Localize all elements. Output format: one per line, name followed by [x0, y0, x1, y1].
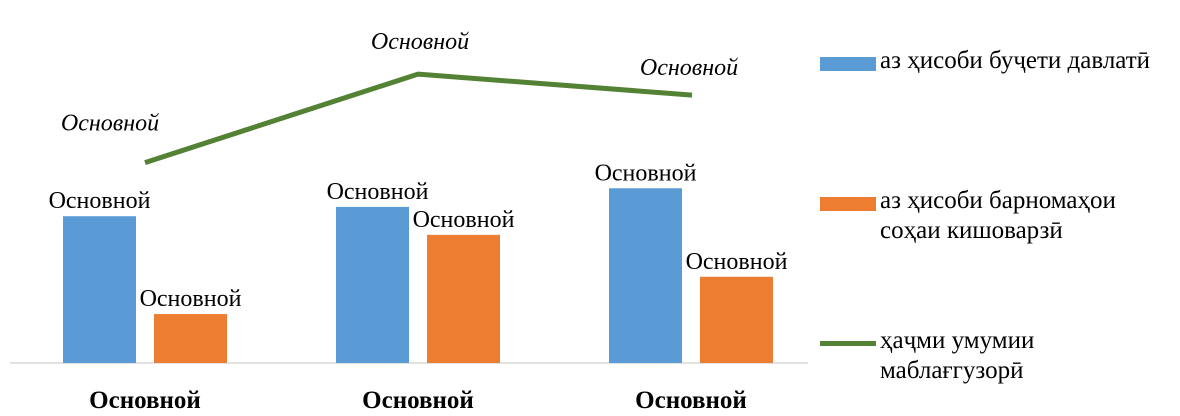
legend-item-total-funding: ҳаҷми умумии маблағгузорӣ [820, 326, 1170, 386]
x-tick-label-1: Основной [89, 387, 201, 414]
chart-plot: Основной ОсновнойОсновнойОсновнойОсновной… [10, 29, 808, 414]
legend-swatch-agri-programs [820, 197, 876, 211]
bar-agri-programs-2 [427, 234, 500, 363]
x-tick-label-2: Основной [362, 387, 474, 414]
bar-agri-programs-1 [154, 314, 227, 363]
legend-swatch-state-budget [820, 57, 876, 71]
data-label-total-funding-3: Основной [640, 55, 738, 81]
data-label-state-budget-3: Основной [595, 160, 697, 186]
data-label-total-funding-2: Основной [371, 29, 469, 55]
data-label-total-funding-1: Основной [61, 111, 159, 137]
bar-state-budget-2 [336, 206, 409, 363]
legend: аз ҳисоби буҷети давлатӣ аз ҳисоби барно… [820, 0, 1180, 416]
legend-label-state-budget: аз ҳисоби буҷети давлатӣ [880, 47, 1151, 74]
data-label-agri-programs-2: Основной [413, 207, 515, 233]
line-total-funding [144, 71, 693, 165]
data-label-agri-programs-1: Основной [140, 286, 242, 312]
legend-label-total-funding: ҳаҷми умумии маблағгузорӣ [880, 327, 1035, 384]
data-label-state-budget-2: Основной [327, 179, 429, 205]
bar-agri-programs-3 [700, 276, 773, 363]
data-label-state-budget-1: Основной [49, 188, 151, 214]
legend-line-total-funding [820, 341, 876, 346]
legend-item-agri-programs: аз ҳисоби барномаҳои соҳаи кишоварзӣ [820, 186, 1170, 246]
legend-label-agri-programs: аз ҳисоби барномаҳои соҳаи кишоварзӣ [880, 187, 1116, 244]
data-label-agri-programs-3: Основной [686, 249, 788, 275]
legend-item-state-budget: аз ҳисоби буҷети давлатӣ [820, 46, 1170, 76]
bar-state-budget-3 [609, 188, 682, 363]
x-tick-label-3: Основной [635, 387, 747, 414]
bar-state-budget-1 [63, 216, 136, 363]
